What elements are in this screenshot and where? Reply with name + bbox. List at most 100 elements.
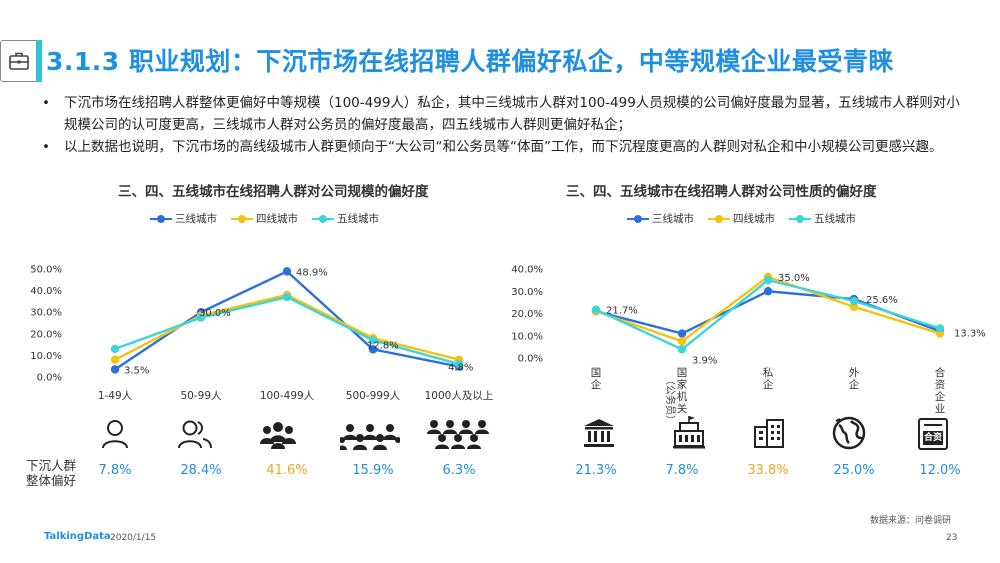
y-tick-label: 40.0% bbox=[511, 265, 543, 276]
x-tick-label: 关 bbox=[677, 402, 688, 415]
legend-item: 三线城市 bbox=[627, 211, 694, 226]
x-tick-label: 50-99人 bbox=[180, 390, 222, 402]
bullet-item: • 下沉市场在线招聘人群整体更偏好中等规模（100-499人）私企，其中三线城市… bbox=[42, 95, 960, 133]
data-point bbox=[677, 337, 687, 346]
overall-preference-value: 33.8% bbox=[747, 463, 789, 478]
x-tick-label: 企 bbox=[591, 378, 602, 391]
overall-preference-value: 7.8% bbox=[665, 463, 699, 478]
series-line-五线城市 bbox=[114, 295, 460, 366]
bullet-list: • 下沉市场在线招聘人群整体更偏好中等规模（100-499人）私企，其中三线城市… bbox=[40, 92, 970, 158]
x-tick-label: 国 bbox=[677, 367, 688, 379]
data-label: 13.3% bbox=[954, 328, 986, 339]
bullet-item: • 以上数据也说明，下沉市场的高线级城市人群更倾向于“大公司“和公务员等“体面”… bbox=[42, 139, 943, 155]
data-point bbox=[196, 313, 206, 322]
data-point bbox=[849, 296, 859, 306]
x-tick-label: 私 bbox=[763, 367, 774, 379]
y-tick-label: 50.0% bbox=[30, 265, 62, 276]
brand-logo: TalkingData bbox=[44, 531, 111, 542]
data-source: 数据来源：问卷调研 bbox=[870, 516, 952, 526]
data-label: 3.9% bbox=[692, 355, 717, 366]
data-point bbox=[763, 287, 773, 296]
title-icon-box bbox=[0, 40, 42, 82]
overall-preference-value: 25.0% bbox=[833, 463, 875, 478]
data-point bbox=[677, 329, 687, 338]
y-tick-label: 0.0% bbox=[37, 373, 62, 384]
data-point bbox=[591, 305, 601, 314]
legend-item: 三线城市 bbox=[150, 211, 217, 226]
y-tick-label: 20.0% bbox=[30, 329, 62, 340]
data-label: 12.8% bbox=[367, 340, 399, 351]
x-tick-label: 1-49人 bbox=[98, 390, 133, 402]
data-label: 4.8% bbox=[448, 363, 473, 374]
chart-legend-type: 三线城市 四线城市 五线城市 bbox=[627, 211, 856, 226]
x-tick-label: 合 bbox=[935, 366, 946, 379]
x-tick-label: 家 bbox=[677, 378, 688, 391]
bank-icon bbox=[584, 419, 614, 447]
page-number: 23 bbox=[946, 533, 958, 543]
series-line-三线城市 bbox=[114, 269, 460, 371]
data-label: 48.9% bbox=[296, 267, 328, 278]
y-tick-label: 10.0% bbox=[511, 331, 543, 342]
y-tick-label: 10.0% bbox=[30, 351, 62, 362]
overall-preference-value: 41.6% bbox=[266, 463, 308, 478]
overall-preference-value: 7.8% bbox=[98, 463, 132, 478]
crowd-icon bbox=[340, 424, 400, 450]
x-tick-label: 资 bbox=[935, 379, 946, 391]
office-building-icon bbox=[754, 419, 784, 448]
overall-preference-label: 下沉人群 整体偏好 bbox=[26, 458, 77, 488]
legend-item: 五线城市 bbox=[312, 211, 379, 226]
data-point bbox=[110, 365, 120, 374]
bullet-text: 下沉市场在线招聘人群整体更偏好中等规模（100-499人）私企，其中三线城市人群… bbox=[64, 95, 960, 133]
data-label: 25.6% bbox=[866, 295, 898, 306]
x-tick-label: 500-999人 bbox=[346, 390, 401, 402]
data-point bbox=[282, 292, 292, 302]
y-tick-label: 40.0% bbox=[30, 286, 62, 297]
series-line-四线城市 bbox=[595, 275, 941, 343]
chart-title-type: 三、四、五线城市在线招聘人群对公司性质的偏好度 bbox=[566, 184, 877, 200]
joint-venture-icon: 合资 bbox=[918, 418, 948, 450]
joint-venture-badge: 合资 bbox=[923, 431, 943, 445]
chart-title-size: 三、四、五线城市在线招聘人群对公司规模的偏好度 bbox=[118, 184, 429, 200]
data-point bbox=[110, 355, 120, 364]
x-tick-label: 业 bbox=[935, 403, 946, 415]
x-tick-label: 企 bbox=[763, 378, 774, 391]
overall-preference-value: 15.9% bbox=[352, 463, 394, 478]
data-point bbox=[935, 324, 945, 333]
x-tick-label: 1000人及以上 bbox=[425, 390, 494, 402]
y-tick-label: 0.0% bbox=[518, 354, 543, 365]
bullet-text: 以上数据也说明，下沉市场的高线级城市人群更倾向于“大公司“和公务员等“体面”工作… bbox=[64, 139, 943, 155]
x-tick-label: 企 bbox=[849, 378, 860, 391]
legend-item: 四线城市 bbox=[708, 211, 775, 226]
data-label: 35.0% bbox=[778, 273, 810, 284]
x-tick-label: 机 bbox=[677, 390, 688, 403]
chart-legend-size: 三线城市 四线城市 五线城市 bbox=[150, 211, 379, 226]
data-label: 21.7% bbox=[606, 306, 638, 317]
data-point bbox=[849, 302, 859, 312]
data-label: 3.5% bbox=[124, 365, 149, 376]
page-title: 3.1.3 职业规划：下沉市场在线招聘人群偏好私企，中等规模企业最受青睐 bbox=[46, 47, 894, 76]
data-point bbox=[454, 359, 464, 369]
data-point bbox=[110, 344, 120, 354]
overall-preference-value: 6.3% bbox=[442, 463, 476, 478]
y-tick-label: 30.0% bbox=[30, 308, 62, 319]
data-point bbox=[763, 275, 773, 285]
data-label: 30.0% bbox=[199, 308, 231, 319]
government-building-icon bbox=[673, 416, 705, 449]
overall-preference-value: 28.4% bbox=[180, 463, 222, 478]
line-chart-company-size: 0.0% 10.0% 20.0% 30.0% 40.0% 50.0% 3.5% 30.0% 48… bbox=[30, 265, 494, 403]
x-tick-label: 企 bbox=[935, 390, 946, 403]
legend-item: 四线城市 bbox=[231, 211, 298, 226]
data-point bbox=[368, 336, 378, 345]
x-tick-label: 国 bbox=[591, 367, 602, 379]
overall-preference-value: 21.3% bbox=[575, 463, 617, 478]
data-point bbox=[282, 267, 292, 276]
overall-preference-value: 12.0% bbox=[919, 463, 961, 478]
globe-icon bbox=[832, 416, 866, 450]
y-tick-label: 30.0% bbox=[511, 287, 543, 298]
data-point bbox=[368, 345, 378, 354]
large-crowd-icon bbox=[427, 420, 489, 449]
footer-date: 2020/1/15 bbox=[110, 533, 157, 543]
person-icon bbox=[102, 420, 128, 449]
group-icon bbox=[260, 422, 296, 449]
y-tick-label: 20.0% bbox=[511, 309, 543, 320]
